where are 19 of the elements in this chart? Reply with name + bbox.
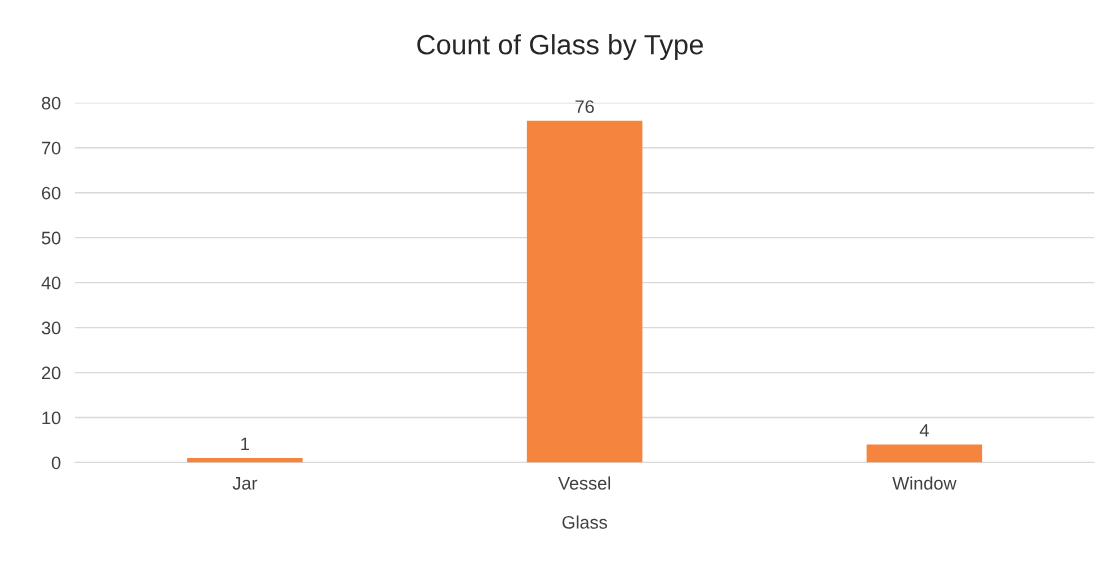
x-tick-label: Jar xyxy=(232,477,258,490)
bar xyxy=(526,120,643,463)
y-tick-label: 50 xyxy=(41,231,61,245)
chart-title: Count of Glass by Type xyxy=(417,34,703,61)
data-label: 76 xyxy=(575,100,594,114)
x-tick-label: Vessel xyxy=(558,476,611,490)
data-label: 4 xyxy=(919,424,929,437)
y-tick-label: 60 xyxy=(41,186,61,200)
y-tick-label: 0 xyxy=(51,456,61,470)
bar xyxy=(866,444,983,463)
x-axis-title: Glass xyxy=(562,515,608,529)
y-tick-label: 30 xyxy=(41,321,61,335)
x-tick-label: Window xyxy=(892,476,957,490)
data-label: 1 xyxy=(241,437,250,451)
y-tick-label: 80 xyxy=(41,96,61,110)
y-tick-label: 10 xyxy=(42,411,61,425)
y-tick-label: 70 xyxy=(42,141,61,155)
y-tick-label: 40 xyxy=(41,276,61,290)
y-tick-label: 20 xyxy=(41,366,61,380)
